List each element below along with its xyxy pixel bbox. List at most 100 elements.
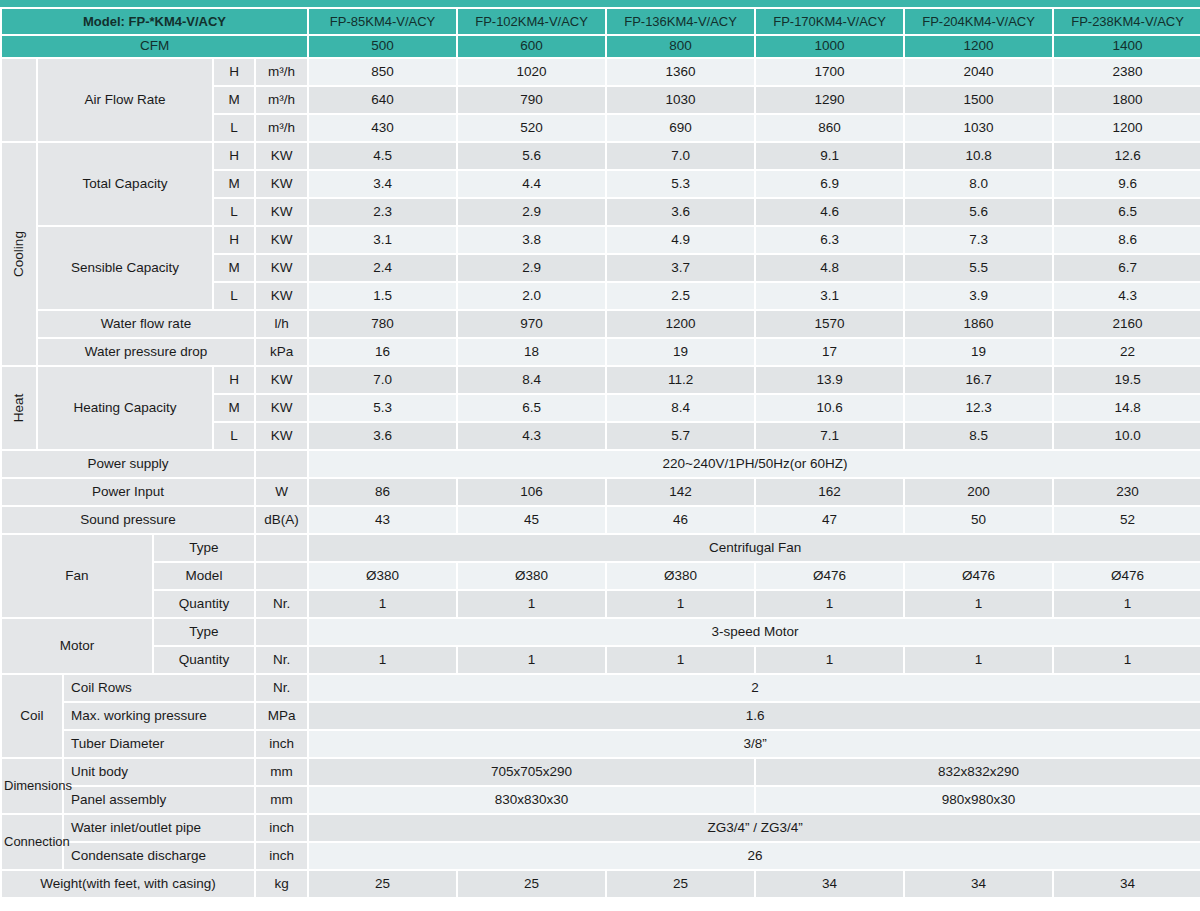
- value-cell: 10.6: [756, 395, 903, 421]
- value-cell-merged: 2: [309, 675, 1200, 701]
- value-cell: 430: [309, 115, 456, 141]
- value-cell: 34: [905, 871, 1052, 897]
- value-cell: 1: [756, 591, 903, 617]
- value-cell-merged: 830x830x30: [309, 787, 754, 813]
- value-cell: 6.9: [756, 171, 903, 197]
- row-label-cell: Air Flow Rate: [38, 59, 212, 141]
- unit-cell: KW: [256, 255, 307, 281]
- value-cell: 4.4: [458, 171, 605, 197]
- value-cell: 7.3: [905, 227, 1052, 253]
- speed-level-cell: L: [214, 283, 254, 309]
- value-cell: 8.4: [458, 367, 605, 393]
- value-cell: 2.5: [607, 283, 754, 309]
- value-cell: 12.3: [905, 395, 1052, 421]
- value-cell: 106: [458, 479, 605, 505]
- section-label-text: Heat: [12, 394, 26, 423]
- value-cell: 22: [1054, 339, 1200, 365]
- header-model-name: FP-136KM4-V/ACY: [607, 9, 754, 34]
- value-cell: 970: [458, 311, 605, 337]
- sub-label-cell: Coil Rows: [64, 675, 254, 701]
- value-cell: 17: [756, 339, 903, 365]
- unit-cell: Nr.: [256, 647, 307, 673]
- value-cell: 640: [309, 87, 456, 113]
- value-cell-merged: 980x980x30: [756, 787, 1200, 813]
- value-cell: 8.6: [1054, 227, 1200, 253]
- row-label-cell: Power Input: [2, 479, 254, 505]
- section-label-cell: Motor: [2, 619, 152, 673]
- value-cell: 1500: [905, 87, 1052, 113]
- value-cell: 19: [905, 339, 1052, 365]
- value-cell: 860: [756, 115, 903, 141]
- value-cell: 6.5: [458, 395, 605, 421]
- sub-label-cell: Quantity: [154, 591, 254, 617]
- value-cell: 1: [309, 591, 456, 617]
- unit-cell: KW: [256, 423, 307, 449]
- header-model-name: FP-238KM4-V/ACY: [1054, 9, 1200, 34]
- value-cell: 7.1: [756, 423, 903, 449]
- value-cell: 4.8: [756, 255, 903, 281]
- unit-cell: kPa: [256, 339, 307, 365]
- unit-cell: kg: [256, 871, 307, 897]
- value-cell: 3.8: [458, 227, 605, 253]
- value-cell: 9.6: [1054, 171, 1200, 197]
- value-cell-merged: 220~240V/1PH/50Hz(or 60HZ): [309, 451, 1200, 477]
- speed-level-cell: H: [214, 59, 254, 85]
- value-cell-merged: 3-speed Motor: [309, 619, 1200, 645]
- section-label-cell-vertical: Heat: [2, 367, 36, 449]
- cfm-value-cell: 800: [607, 36, 754, 57]
- value-cell: 5.6: [905, 199, 1052, 225]
- unit-cell: m³/h: [256, 115, 307, 141]
- row-label-cell: Total Capacity: [38, 143, 212, 225]
- value-cell: 162: [756, 479, 903, 505]
- value-cell: 11.2: [607, 367, 754, 393]
- value-cell: 1: [1054, 647, 1200, 673]
- section-label-cell: Coil: [2, 675, 62, 757]
- speed-level-cell: M: [214, 87, 254, 113]
- value-cell: 1030: [607, 87, 754, 113]
- value-cell: 5.3: [607, 171, 754, 197]
- spec-table: Model: FP-*KM4-V/ACYFP-85KM4-V/ACYFP-102…: [0, 7, 1200, 899]
- header-model-name: FP-170KM4-V/ACY: [756, 9, 903, 34]
- value-cell: 86: [309, 479, 456, 505]
- unit-cell: KW: [256, 227, 307, 253]
- value-cell: 850: [309, 59, 456, 85]
- value-cell: 4.3: [1054, 283, 1200, 309]
- unit-cell: mm: [256, 759, 307, 785]
- value-cell: 52: [1054, 507, 1200, 533]
- value-cell: 5.5: [905, 255, 1052, 281]
- unit-cell: inch: [256, 843, 307, 869]
- value-cell: 1200: [1054, 115, 1200, 141]
- value-cell-merged: 832x832x290: [756, 759, 1200, 785]
- unit-cell: KW: [256, 367, 307, 393]
- cfm-row-label: CFM: [2, 36, 307, 57]
- value-cell: 1: [905, 647, 1052, 673]
- value-cell: 1: [905, 591, 1052, 617]
- spacer-cell: [2, 59, 36, 141]
- row-label-cell: Sensible Capacity: [38, 227, 212, 309]
- speed-level-cell: M: [214, 171, 254, 197]
- speed-level-cell: H: [214, 367, 254, 393]
- value-cell: 1800: [1054, 87, 1200, 113]
- value-cell: 1290: [756, 87, 903, 113]
- value-cell: 25: [458, 871, 605, 897]
- unit-cell: [256, 535, 307, 561]
- value-cell: 19.5: [1054, 367, 1200, 393]
- row-label-cell: Sound pressure: [2, 507, 254, 533]
- value-cell: 19: [607, 339, 754, 365]
- value-cell: 690: [607, 115, 754, 141]
- value-cell: Ø476: [1054, 563, 1200, 589]
- value-cell: 4.6: [756, 199, 903, 225]
- value-cell: 12.6: [1054, 143, 1200, 169]
- unit-cell: KW: [256, 143, 307, 169]
- speed-level-cell: M: [214, 255, 254, 281]
- value-cell: 34: [1054, 871, 1200, 897]
- value-cell: 3.1: [309, 227, 456, 253]
- header-model-label: Model: FP-*KM4-V/ACY: [2, 9, 307, 34]
- value-cell: 1360: [607, 59, 754, 85]
- value-cell: 790: [458, 87, 605, 113]
- unit-cell: [256, 563, 307, 589]
- value-cell: 230: [1054, 479, 1200, 505]
- value-cell: Ø380: [458, 563, 605, 589]
- value-cell: 18: [458, 339, 605, 365]
- value-cell: 3.4: [309, 171, 456, 197]
